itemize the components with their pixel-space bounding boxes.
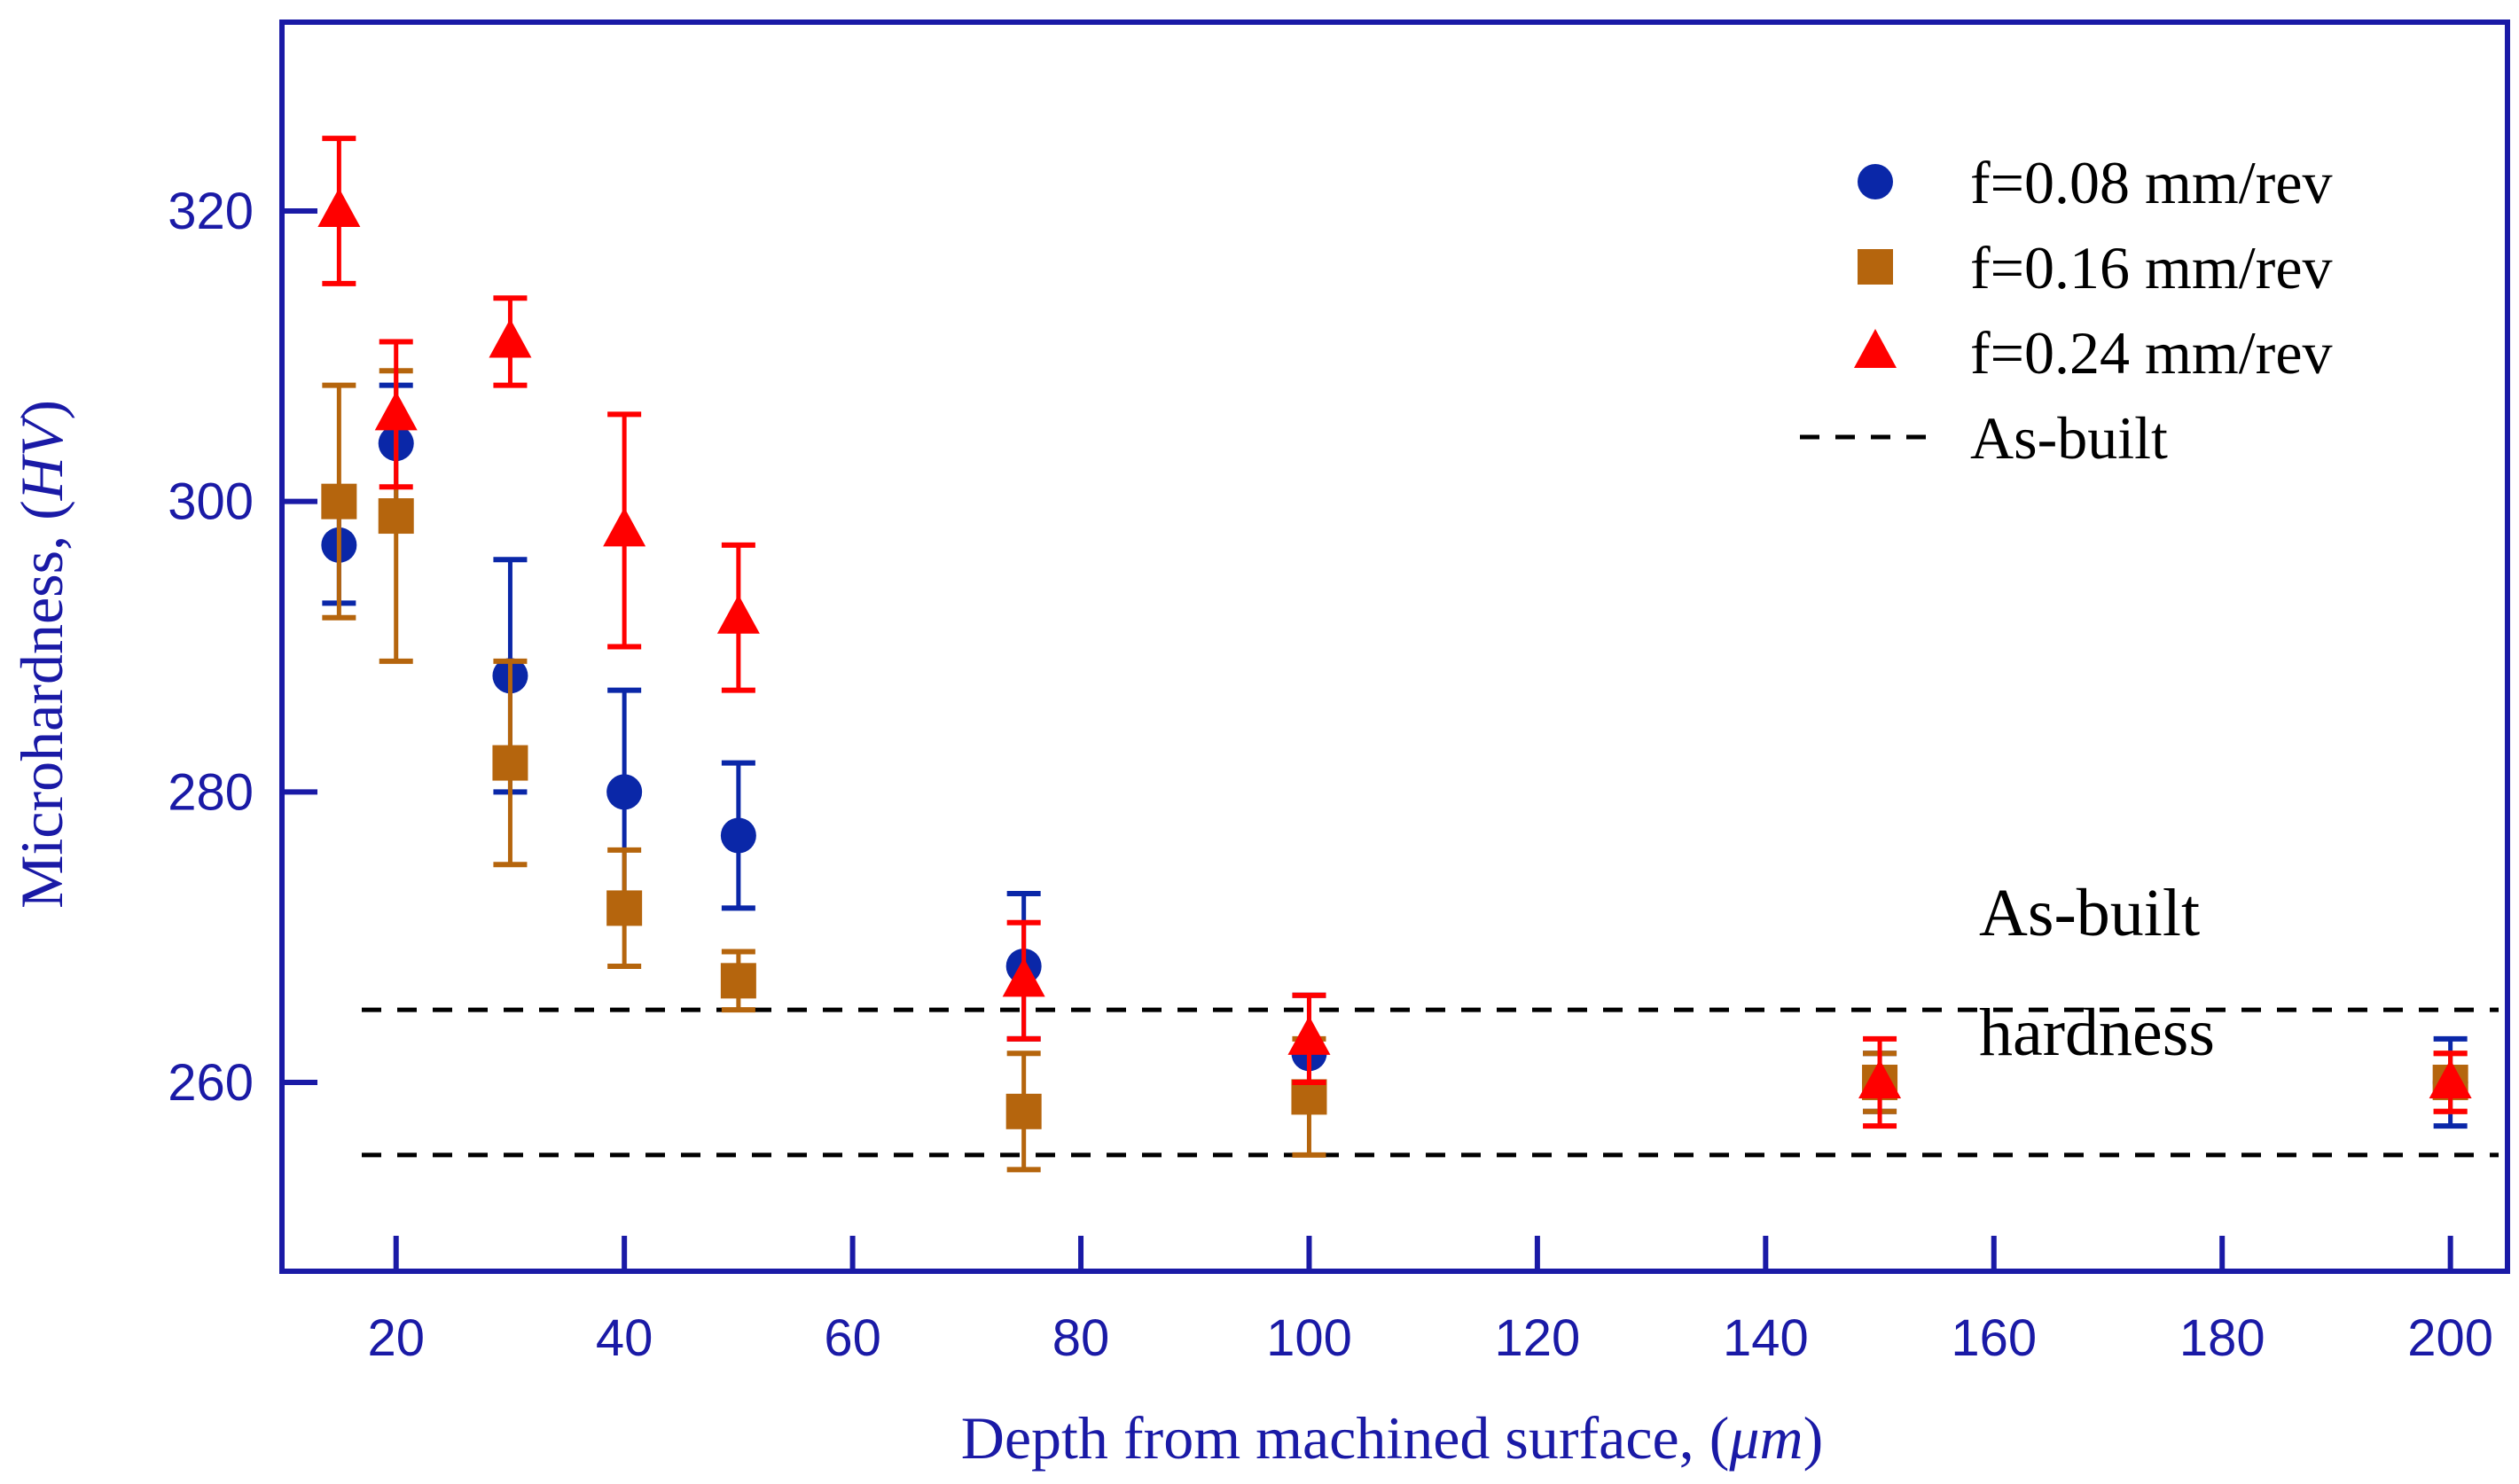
data-point xyxy=(1005,1093,1042,1129)
data-point xyxy=(720,963,756,999)
data-point xyxy=(1291,1079,1327,1115)
data-point xyxy=(1287,1015,1331,1055)
x-tick-label-180: 180 xyxy=(2179,1309,2265,1367)
data-point xyxy=(378,498,414,535)
data-point xyxy=(1002,957,1045,997)
legend-marker-3 xyxy=(1854,329,1897,368)
as-built-reference-lines xyxy=(362,1007,2499,1158)
y-axis-title-text: Microhardness, xyxy=(8,520,75,909)
x-tick-label-100: 100 xyxy=(1266,1309,1352,1367)
y-tick-label-320: 320 xyxy=(168,183,254,240)
data-point xyxy=(603,507,646,547)
data-point xyxy=(716,594,760,634)
data-point xyxy=(374,391,418,431)
legend-marker-2 xyxy=(1858,249,1893,285)
legend-marker-1 xyxy=(1858,164,1893,199)
data-point xyxy=(2429,1059,2472,1099)
x-axis-title-unit: μm xyxy=(1728,1404,1803,1472)
x-tick-label-160: 160 xyxy=(1951,1309,2037,1367)
x-tick-label-140: 140 xyxy=(1723,1309,1809,1367)
data-point xyxy=(317,187,361,227)
x-tick-label-80: 80 xyxy=(1052,1309,1110,1367)
series-2 xyxy=(321,368,2468,1173)
data-point xyxy=(321,483,357,519)
data-point xyxy=(606,890,643,926)
legend-label-4: As-built xyxy=(1970,404,2168,472)
data-point xyxy=(492,745,528,781)
y-axis-title-unit: HV xyxy=(8,413,75,501)
data-point xyxy=(1858,1059,1902,1099)
x-tick-label-120: 120 xyxy=(1495,1309,1581,1367)
x-tick-label-20: 20 xyxy=(367,1309,425,1367)
legend-label-2: f=0.16 mm/rev xyxy=(1970,234,2333,301)
data-point xyxy=(489,318,532,358)
y-tick-label-260: 260 xyxy=(168,1054,254,1112)
data-series xyxy=(317,136,2472,1173)
x-axis-title-text: Depth from machined surface, xyxy=(961,1404,1709,1472)
plot-frame xyxy=(279,20,2510,1274)
y-axis-ticks: 260 280 300 320 xyxy=(168,183,317,1112)
data-point xyxy=(720,817,756,854)
legend: f=0.08 mm/rev f=0.16 mm/rev f=0.24 mm/rev A… xyxy=(1800,149,2333,472)
x-tick-label-200: 200 xyxy=(2407,1309,2493,1367)
y-axis-title: Microhardness, (HV) xyxy=(8,400,75,909)
annotation-hardness: hardness xyxy=(1979,996,2215,1070)
annotation-as-built: As-built xyxy=(1979,876,2200,950)
y-tick-label-300: 300 xyxy=(168,473,254,531)
x-tick-label-40: 40 xyxy=(596,1309,653,1367)
data-point xyxy=(606,774,643,810)
legend-label-3: f=0.24 mm/rev xyxy=(1970,319,2333,387)
series-3 xyxy=(317,136,2472,1129)
x-axis-ticks: 20 40 60 80 100 120 140 160 180 200 xyxy=(367,1236,2493,1367)
x-axis-title: Depth from machined surface, (μm) xyxy=(961,1404,1824,1472)
legend-label-1: f=0.08 mm/rev xyxy=(1970,149,2333,216)
x-tick-label-60: 60 xyxy=(824,1309,881,1367)
y-tick-label-280: 280 xyxy=(168,763,254,821)
